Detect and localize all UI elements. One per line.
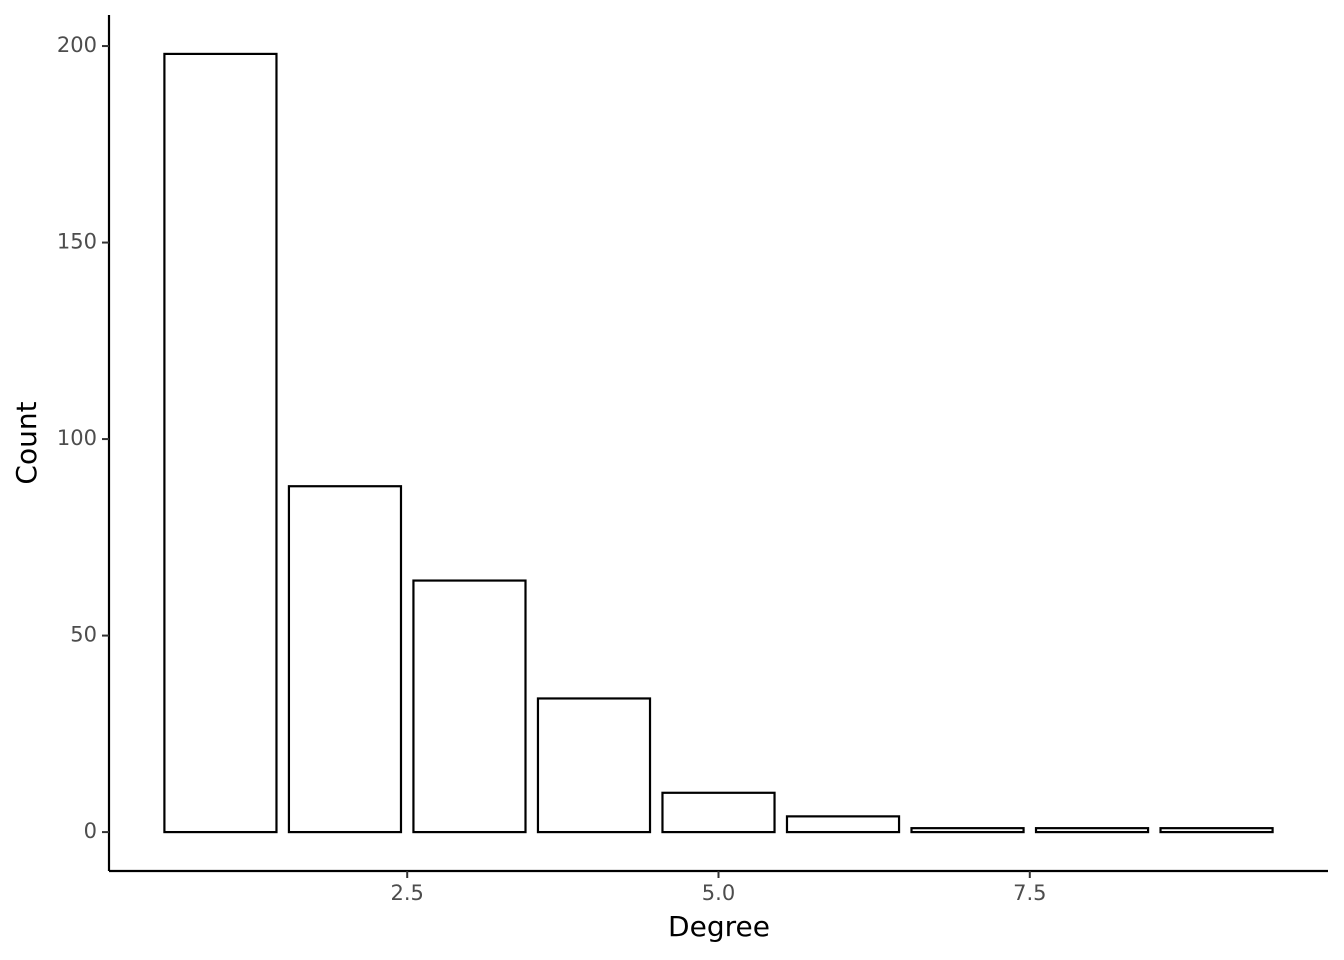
y-tick-label: 150 xyxy=(57,230,97,254)
bar xyxy=(910,827,1025,834)
y-tick-label: 200 xyxy=(57,33,97,57)
bar xyxy=(1034,827,1150,834)
bar xyxy=(1159,827,1274,834)
y-tick-label: 50 xyxy=(70,623,97,647)
bar xyxy=(661,791,776,834)
x-tick-label: 2.5 xyxy=(391,881,424,905)
bar xyxy=(287,485,403,834)
bar xyxy=(412,579,527,834)
bar xyxy=(536,697,652,834)
bar xyxy=(163,52,278,834)
y-axis-title: Count xyxy=(10,401,43,484)
x-tick-label: 5.0 xyxy=(702,881,735,905)
y-tick-label: 0 xyxy=(84,819,97,843)
x-tick-label: 7.5 xyxy=(1013,881,1046,905)
y-tick-label: 100 xyxy=(57,426,97,450)
bar xyxy=(785,815,901,834)
x-axis-title: Degree xyxy=(668,910,770,943)
